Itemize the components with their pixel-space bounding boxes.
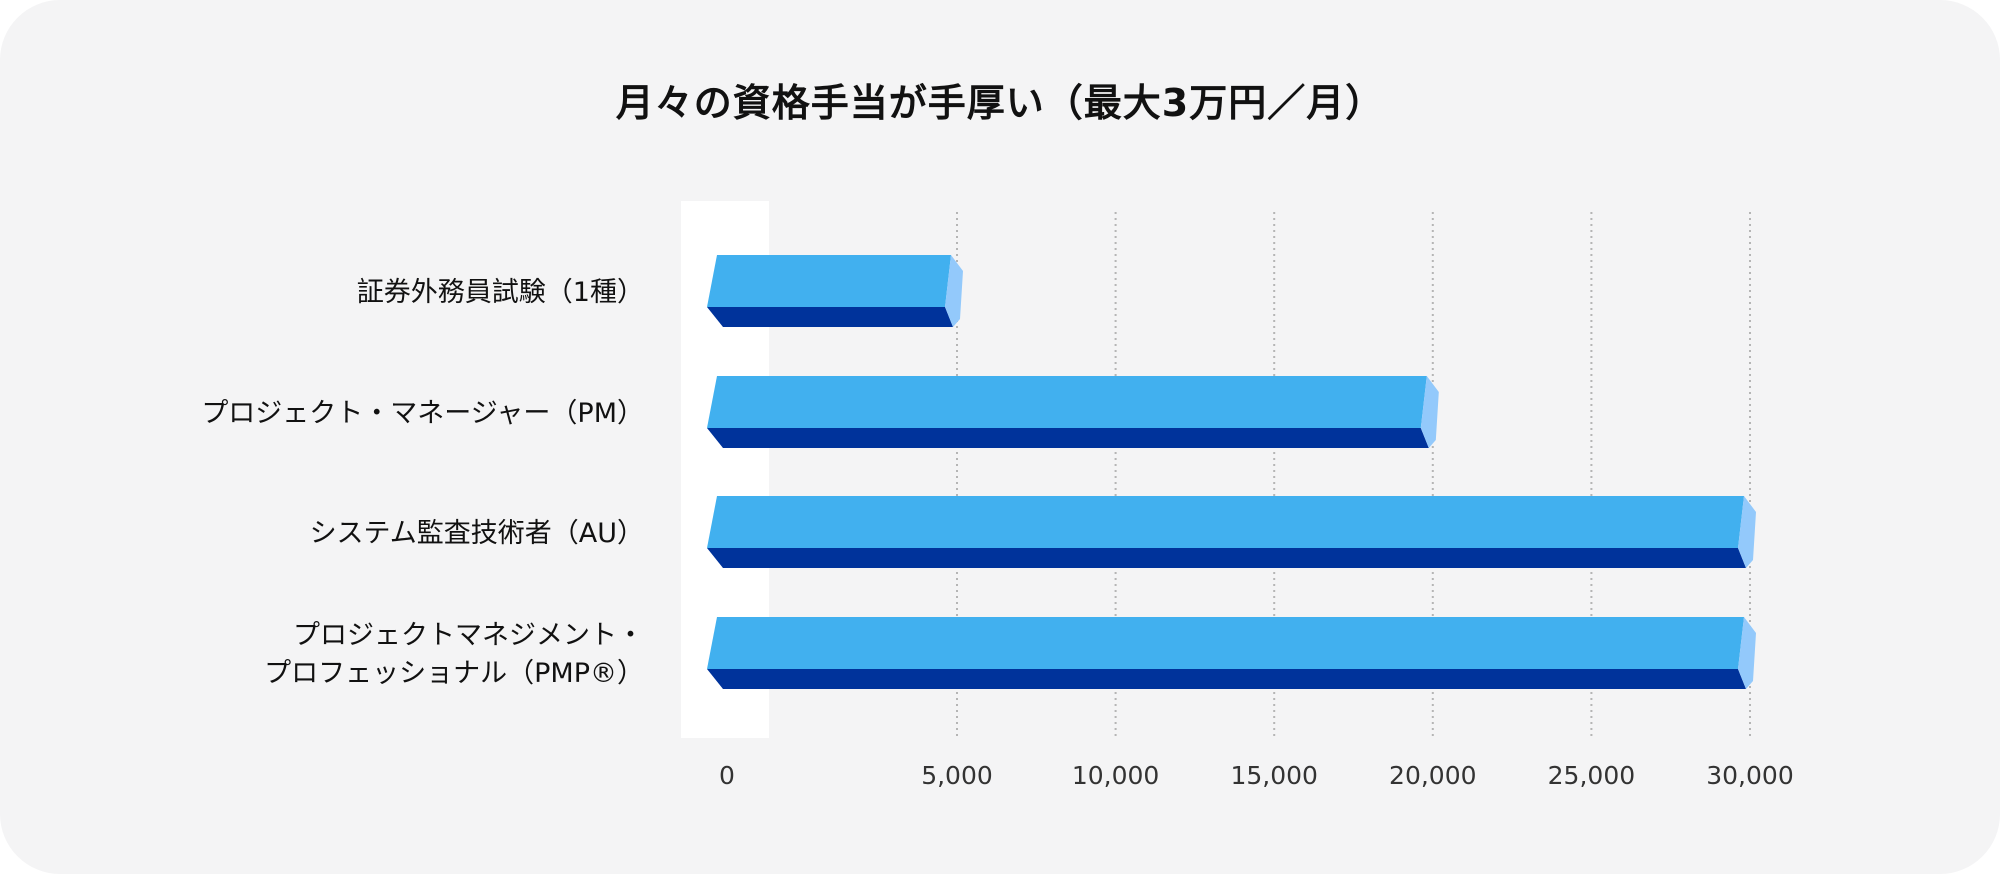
bar-side-3 xyxy=(1738,617,1756,689)
category-label-1: プロジェクト・マネージャー（PM） xyxy=(201,398,644,429)
category-label-3: プロジェクトマネジメント・プロフェッショナル（PMP®） xyxy=(264,620,644,689)
bar-2 xyxy=(707,496,1756,568)
category-label-2: システム監査技術者（AU） xyxy=(310,518,644,549)
bar-front-2 xyxy=(707,496,1744,548)
bar-bottom-2 xyxy=(707,548,1746,568)
bar-bottom-1 xyxy=(707,428,1429,448)
x-tick-label-0: 0 xyxy=(719,761,735,790)
bar-side-2 xyxy=(1738,496,1756,568)
bar-0 xyxy=(707,255,963,327)
bar-side-1 xyxy=(1420,376,1439,448)
x-tick-label-4: 20,000 xyxy=(1389,761,1476,790)
bar-1 xyxy=(707,376,1439,448)
x-tick-label-3: 15,000 xyxy=(1230,761,1317,790)
bar-3 xyxy=(707,617,1756,689)
chart-title: 月々の資格手当が手厚い（最大3万円／月） xyxy=(615,81,1385,125)
bar-front-3 xyxy=(707,617,1744,669)
x-tick-label-1: 5,000 xyxy=(921,761,993,790)
x-tick-label-5: 25,000 xyxy=(1548,761,1635,790)
bar-front-1 xyxy=(707,376,1427,428)
category-labels: 証券外務員試験（1種） プロジェクト・マネージャー（PM） システム監査技術者（AU… xyxy=(201,277,644,689)
category-label-0: 証券外務員試験（1種） xyxy=(357,277,644,308)
bars xyxy=(707,255,1756,689)
x-tick-label-2: 10,000 xyxy=(1072,761,1159,790)
bar-bottom-0 xyxy=(707,307,953,327)
bar-front-0 xyxy=(707,255,951,307)
bar-side-0 xyxy=(945,255,963,327)
x-tick-labels: 0 5,000 10,000 15,000 20,000 25,000 30,000 xyxy=(719,761,1794,790)
x-tick-label-6: 30,000 xyxy=(1706,761,1793,790)
bar-bottom-3 xyxy=(707,669,1746,689)
